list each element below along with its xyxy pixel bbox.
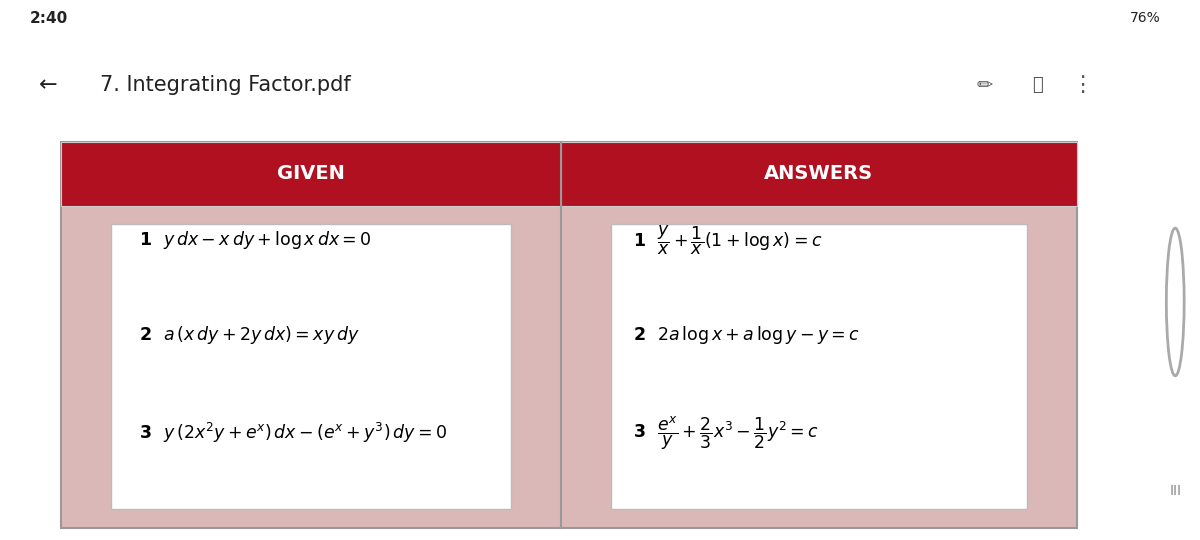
Text: GIVEN: GIVEN <box>277 164 344 183</box>
Bar <box>112 224 511 509</box>
Bar <box>611 224 1027 509</box>
Text: ←: ← <box>38 75 58 95</box>
Bar <box>560 142 1076 206</box>
Text: III: III <box>1169 484 1181 498</box>
Text: $\mathbf{2}$  $2a\,\log x + a\,\log y - y = c$: $\mathbf{2}$ $2a\,\log x + a\,\log y - y… <box>632 324 859 346</box>
Bar <box>61 142 560 206</box>
Text: ⬜: ⬜ <box>1032 76 1043 94</box>
Text: 2:40: 2:40 <box>30 11 68 26</box>
Text: $\mathbf{1}$  $\dfrac{y}{x} + \dfrac{1}{x}(1 + \log x) = c$: $\mathbf{1}$ $\dfrac{y}{x} + \dfrac{1}{x… <box>632 224 822 257</box>
Text: 7. Integrating Factor.pdf: 7. Integrating Factor.pdf <box>100 75 350 95</box>
Text: ⋮: ⋮ <box>1072 75 1093 95</box>
Text: ANSWERS: ANSWERS <box>764 164 874 183</box>
Text: $\mathbf{1}$  $y\,\mathit{dx} - x\,\mathit{dy} + \log x\,\mathit{dx} = 0$: $\mathbf{1}$ $y\,\mathit{dx} - x\,\mathi… <box>139 230 371 252</box>
Text: $\mathbf{3}$  $y\,(2x^2y + e^x)\,\mathit{dx} - (e^x + y^3)\,\mathit{dy} = 0$: $\mathbf{3}$ $y\,(2x^2y + e^x)\,\mathit{… <box>139 421 448 445</box>
Text: ✏: ✏ <box>977 76 994 94</box>
Text: 76%: 76% <box>1130 11 1160 25</box>
Text: $\mathbf{3}$  $\dfrac{e^x}{y} + \dfrac{2}{3}x^3 - \dfrac{1}{2}y^2 = c$: $\mathbf{3}$ $\dfrac{e^x}{y} + \dfrac{2}… <box>632 415 818 452</box>
Text: $\mathbf{2}$  $a\,(x\,\mathit{dy} + 2y\,\mathit{dx}) = xy\,\mathit{dy}$: $\mathbf{2}$ $a\,(x\,\mathit{dy} + 2y\,\… <box>139 324 360 346</box>
